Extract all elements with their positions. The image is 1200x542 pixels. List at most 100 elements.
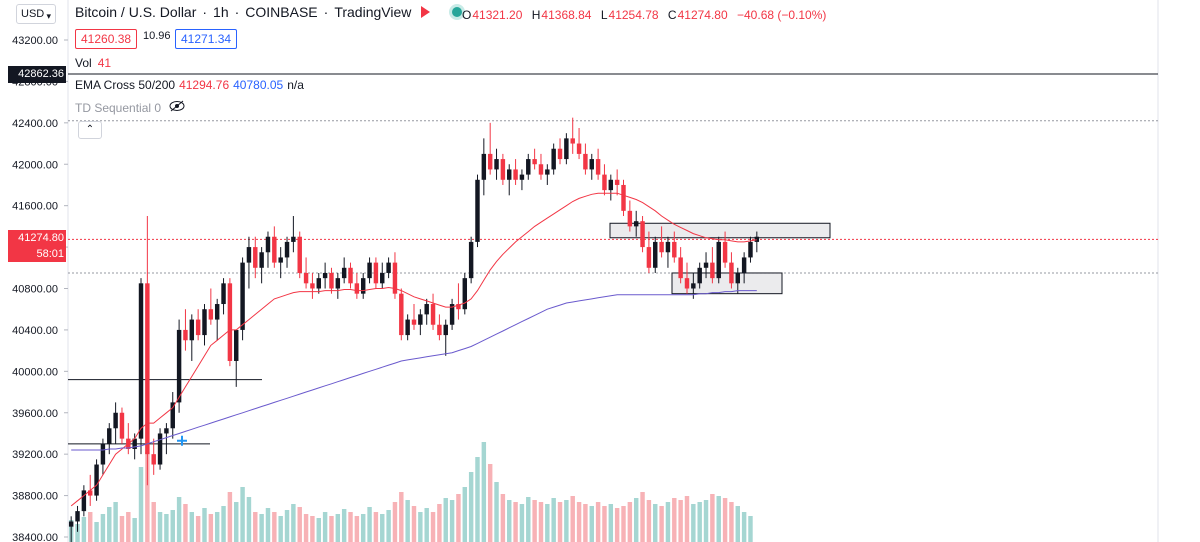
ema-legend[interactable]: EMA Cross 50/200 41294.76 40780.05 n/a: [75, 78, 304, 92]
ema-cross-marker: [177, 435, 187, 446]
candle-body: [557, 148, 563, 160]
collapse-legend-button[interactable]: ⌃: [78, 121, 102, 139]
volume-legend[interactable]: Vol 41: [75, 56, 111, 70]
y-tick-label: 40800.00: [12, 284, 58, 296]
candle-body: [246, 247, 252, 263]
volume-bar: [437, 504, 442, 542]
td-legend[interactable]: TD Sequential 0: [75, 100, 185, 115]
candle-body: [653, 241, 658, 268]
interval-label: 1h: [213, 4, 229, 20]
candle-body: [475, 179, 480, 242]
candle-body: [310, 283, 315, 289]
candle-body: [646, 247, 652, 268]
volume-bar: [418, 512, 423, 542]
volume-bar: [595, 502, 601, 542]
volume-bar: [284, 510, 290, 542]
candle-body: [208, 309, 214, 320]
volume-bar: [735, 506, 741, 542]
candle-body: [360, 278, 366, 294]
bid-button[interactable]: 41260.38: [75, 29, 138, 49]
volume-bar: [697, 502, 702, 542]
currency-select[interactable]: USD ▾: [16, 4, 56, 24]
symbol-header[interactable]: Bitcoin / U.S. Dollar · 1h · COINBASE · …: [75, 4, 463, 20]
candle-body: [272, 236, 277, 263]
symbol-title: Bitcoin / U.S. Dollar: [75, 4, 197, 20]
volume-bar: [411, 506, 417, 542]
candle-body: [564, 138, 569, 160]
flag-icon[interactable]: [421, 6, 431, 18]
volume-bar: [424, 508, 429, 542]
candle-body: [138, 283, 144, 439]
volume-bar: [576, 502, 582, 542]
volume-bar: [399, 492, 404, 542]
volume-bar: [659, 506, 664, 542]
drawn-levels: [68, 120, 1158, 445]
td-label: TD Sequential 0: [75, 101, 162, 115]
candle-body: [640, 221, 645, 248]
volume-bar: [405, 500, 410, 542]
volume-bar: [468, 472, 474, 542]
last-price-tag: 41274.80 58:01: [8, 230, 66, 262]
volume-bar: [716, 496, 721, 542]
hidden-eye-icon[interactable]: [169, 100, 185, 115]
y-tick-label: 38400.00: [12, 532, 58, 542]
volume-bar: [583, 504, 588, 542]
candle-body: [748, 241, 753, 258]
volume-bar: [430, 512, 436, 542]
candle-body: [716, 241, 721, 279]
candle-body: [513, 169, 518, 180]
volume-bar: [532, 500, 537, 542]
candle-body: [405, 319, 410, 336]
ask-button[interactable]: 41271.34: [175, 29, 238, 49]
volume-bar: [373, 512, 379, 542]
volume-bar: [164, 514, 169, 542]
candle-body: [195, 319, 201, 336]
volume-bar: [684, 496, 690, 542]
candle-body: [284, 241, 290, 258]
candle-body: [430, 304, 436, 325]
ema-fast-line: [70, 192, 757, 507]
volume-bar: [335, 514, 341, 542]
candle-body: [265, 236, 271, 253]
volume-bar: [138, 467, 144, 542]
volume-bar: [380, 514, 385, 542]
y-tick-label: 43200.00: [12, 35, 58, 47]
y-tick-label: 40400.00: [12, 325, 58, 337]
candle-body: [551, 148, 556, 170]
volume-bar: [100, 514, 106, 542]
volume-bar: [157, 512, 163, 542]
candle-body: [487, 153, 493, 170]
candle-body: [75, 511, 80, 522]
candle-body: [507, 169, 512, 180]
volume-bar: [240, 487, 245, 542]
candle-body: [449, 304, 455, 325]
candle-body: [322, 272, 328, 279]
candle-body: [164, 428, 169, 434]
volume-bar: [354, 516, 360, 542]
volume-bar: [748, 516, 753, 542]
volume-bar: [691, 504, 696, 542]
market-status-icon[interactable]: [452, 7, 463, 17]
volume-bar: [729, 502, 734, 542]
volume-label: Vol: [75, 56, 92, 70]
spread-value: 10.96: [143, 30, 171, 42]
volume-bar: [367, 507, 372, 542]
volume-bar: [519, 504, 525, 542]
candle-body: [189, 319, 195, 341]
ema-lines: [70, 192, 757, 507]
candle-body: [157, 433, 163, 465]
volume-bar: [538, 502, 544, 542]
candle-body: [329, 272, 334, 289]
volume-bar: [443, 498, 448, 542]
candle-body: [589, 159, 594, 170]
candle-body: [291, 236, 296, 242]
volume-bar: [646, 500, 652, 542]
candle-body: [373, 262, 379, 284]
candle-body: [754, 236, 760, 242]
volume-bar: [107, 507, 112, 542]
candle-body: [627, 210, 633, 227]
candle-body: [678, 257, 683, 279]
candle-body: [151, 454, 156, 465]
candle-body: [443, 324, 448, 336]
